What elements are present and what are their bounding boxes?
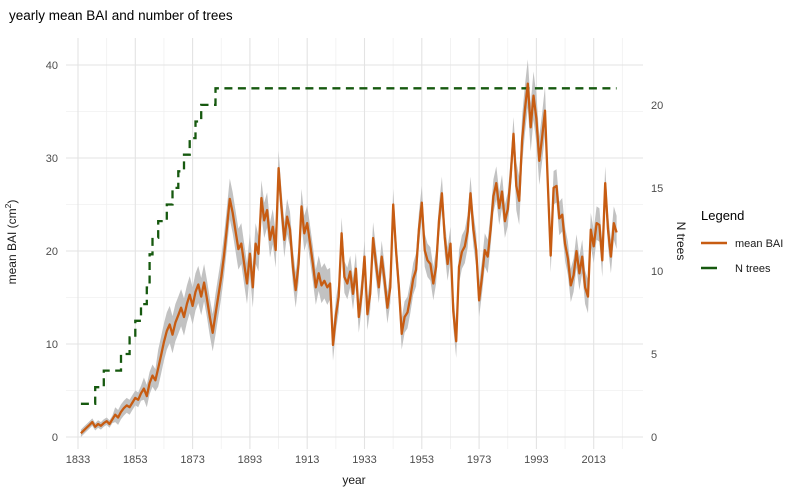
y-left-tick-label: 30 (46, 153, 58, 165)
y-right-tick-label: 5 (651, 349, 657, 361)
x-tick-label: 1873 (180, 454, 204, 466)
y-right-tick-label: 0 (651, 432, 657, 444)
legend-label-mean-bai: mean BAI (735, 238, 783, 250)
x-tick-label: 1933 (352, 454, 376, 466)
y-axis-right-tick-labels: 0 5 10 15 20 (651, 100, 663, 444)
y-right-tick-label: 15 (651, 183, 663, 195)
legend-title: Legend (701, 208, 744, 223)
y-left-tick-label: 10 (46, 339, 58, 351)
x-tick-label: 1853 (123, 454, 147, 466)
x-axis-label: year (342, 473, 365, 487)
x-tick-label: 1993 (524, 454, 548, 466)
legend: Legend mean BAI N trees (701, 208, 783, 275)
mean-bai-line (80, 82, 618, 435)
chart-title: yearly mean BAI and number of trees (9, 8, 233, 23)
x-axis-tick-labels: 1833 1853 1873 1893 1913 1933 1953 1973 1993 2013 (66, 454, 606, 466)
y-right-tick-label: 10 (651, 266, 663, 278)
y-axis-label-left-main: mean BAI (cm (5, 208, 19, 284)
x-tick-label: 1973 (467, 454, 491, 466)
x-tick-label: 1913 (295, 454, 319, 466)
y-right-tick-label: 20 (651, 100, 663, 112)
x-tick-label: 1833 (66, 454, 90, 466)
y-axis-left-tick-labels: 0 10 20 30 40 (46, 60, 58, 444)
y-axis-label-right: N trees (674, 222, 688, 261)
n-trees-line (80, 87, 617, 405)
y-left-tick-label: 20 (46, 246, 58, 258)
legend-label-n-trees: N trees (735, 263, 771, 275)
y-axis-label-left-end: ) (5, 200, 19, 204)
y-left-tick-label: 0 (52, 432, 58, 444)
x-tick-label: 2013 (581, 454, 605, 466)
x-tick-label: 1953 (410, 454, 434, 466)
y-axis-label-left: mean BAI (cm2) (3, 200, 19, 285)
y-left-tick-label: 40 (46, 60, 58, 72)
x-tick-label: 1893 (238, 454, 262, 466)
y-axis-label-left-sup: 2 (3, 203, 13, 208)
